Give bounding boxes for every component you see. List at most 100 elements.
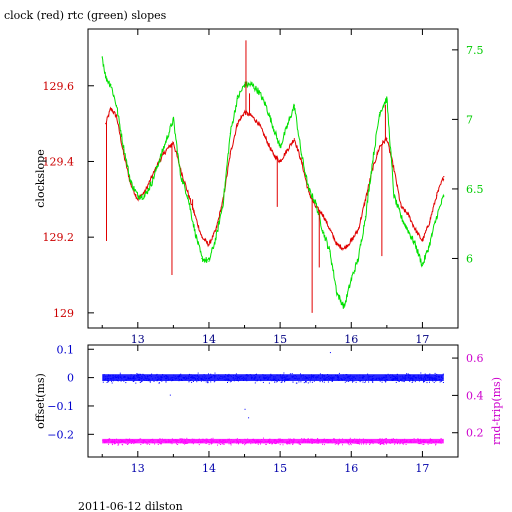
roundtrip-point	[164, 438, 166, 440]
roundtrip-point	[104, 441, 106, 443]
offset-point	[128, 377, 129, 379]
offset-point	[332, 378, 334, 380]
roundtrip-point	[118, 442, 120, 444]
roundtrip-point	[403, 443, 405, 445]
roundtrip-point	[278, 439, 280, 441]
roundtrip-point	[111, 442, 113, 444]
roundtrip-point	[209, 442, 211, 444]
roundtrip-point	[219, 440, 221, 441]
roundtrip-point	[237, 440, 238, 442]
roundtrip-point	[153, 442, 155, 443]
roundtrip-point	[341, 441, 343, 443]
offset-point	[288, 378, 290, 380]
offset-point	[349, 379, 351, 381]
roundtrip-point	[289, 439, 291, 441]
offset-point	[203, 380, 205, 382]
roundtrip-point	[357, 442, 359, 443]
roundtrip-point	[424, 441, 426, 443]
offset-outlier	[244, 408, 246, 410]
offset-point	[404, 375, 406, 376]
offset-point	[294, 375, 296, 377]
clock-slope-point	[372, 168, 374, 170]
offset-point	[297, 378, 298, 380]
roundtrip-point	[140, 441, 142, 443]
offset-point	[232, 377, 234, 379]
roundtrip-point	[288, 442, 289, 444]
offset-point	[408, 374, 410, 376]
offset-point	[235, 373, 237, 375]
clock-slope-point	[436, 194, 438, 197]
roundtrip-point	[148, 440, 150, 442]
offset-point	[409, 374, 411, 376]
offset-point	[327, 374, 329, 375]
roundtrip-point	[237, 438, 238, 440]
offset-point	[194, 375, 196, 376]
offset-point	[287, 379, 289, 381]
roundtrip-point	[289, 438, 291, 440]
roundtrip-point	[146, 443, 148, 445]
offset-point	[426, 380, 428, 381]
offset-point	[375, 378, 377, 380]
roundtrip-point	[251, 440, 253, 442]
roundtrip-point	[269, 439, 271, 441]
offset-point	[141, 376, 143, 377]
roundtrip-point	[105, 441, 107, 443]
roundtrip-point	[273, 439, 275, 441]
offset-point	[348, 375, 350, 377]
roundtrip-point	[420, 441, 421, 443]
roundtrip-point	[415, 441, 417, 443]
offset-point	[324, 378, 326, 380]
roundtrip-point	[338, 440, 340, 442]
offset-point	[284, 379, 286, 381]
offset-point	[139, 378, 140, 380]
offset-point	[275, 380, 277, 381]
roundtrip-point	[257, 439, 259, 441]
roundtrip-point	[260, 440, 261, 442]
offset-point	[319, 373, 321, 375]
offset-point	[414, 375, 416, 377]
offset-outlier	[169, 394, 171, 396]
roundtrip-point	[330, 440, 332, 442]
rtc-slope-point	[144, 195, 146, 197]
offset-point	[379, 380, 381, 382]
roundtrip-point	[206, 438, 208, 440]
roundtrip-point	[126, 438, 128, 440]
offset-point	[229, 381, 231, 383]
offset-point	[160, 376, 162, 378]
roundtrip-point	[393, 438, 394, 440]
roundtrip-point	[362, 438, 364, 440]
roundtrip-point	[258, 440, 260, 442]
roundtrip-point	[347, 442, 349, 444]
roundtrip-point	[104, 439, 106, 441]
offset-point	[132, 381, 134, 382]
roundtrip-point	[439, 441, 441, 443]
offset-point	[267, 378, 269, 380]
roundtrip-point	[236, 442, 237, 444]
roundtrip-point	[152, 438, 154, 440]
roundtrip-point	[161, 443, 162, 445]
offset-point	[271, 380, 273, 382]
roundtrip-point	[397, 441, 399, 443]
offset-point	[150, 375, 152, 377]
offset-point	[141, 380, 143, 382]
roundtrip-point	[298, 440, 300, 442]
offset-point	[395, 376, 396, 378]
offset-point	[208, 377, 210, 379]
roundtrip-point	[323, 440, 324, 442]
roundtrip-point	[406, 440, 407, 442]
offset-point	[391, 379, 393, 380]
roundtrip-point	[116, 438, 117, 440]
roundtrip-point	[129, 438, 131, 440]
offset-point	[433, 377, 435, 379]
roundtrip-point	[379, 438, 381, 440]
offset-point	[257, 380, 258, 382]
offset-point	[303, 382, 305, 384]
roundtrip-point	[181, 441, 183, 443]
offset-point	[386, 376, 388, 378]
roundtrip-point	[196, 439, 198, 441]
roundtrip-point	[371, 441, 373, 443]
roundtrip-point	[363, 443, 365, 445]
offset-point	[109, 375, 111, 377]
offset-point	[124, 379, 126, 381]
roundtrip-point	[260, 441, 262, 442]
